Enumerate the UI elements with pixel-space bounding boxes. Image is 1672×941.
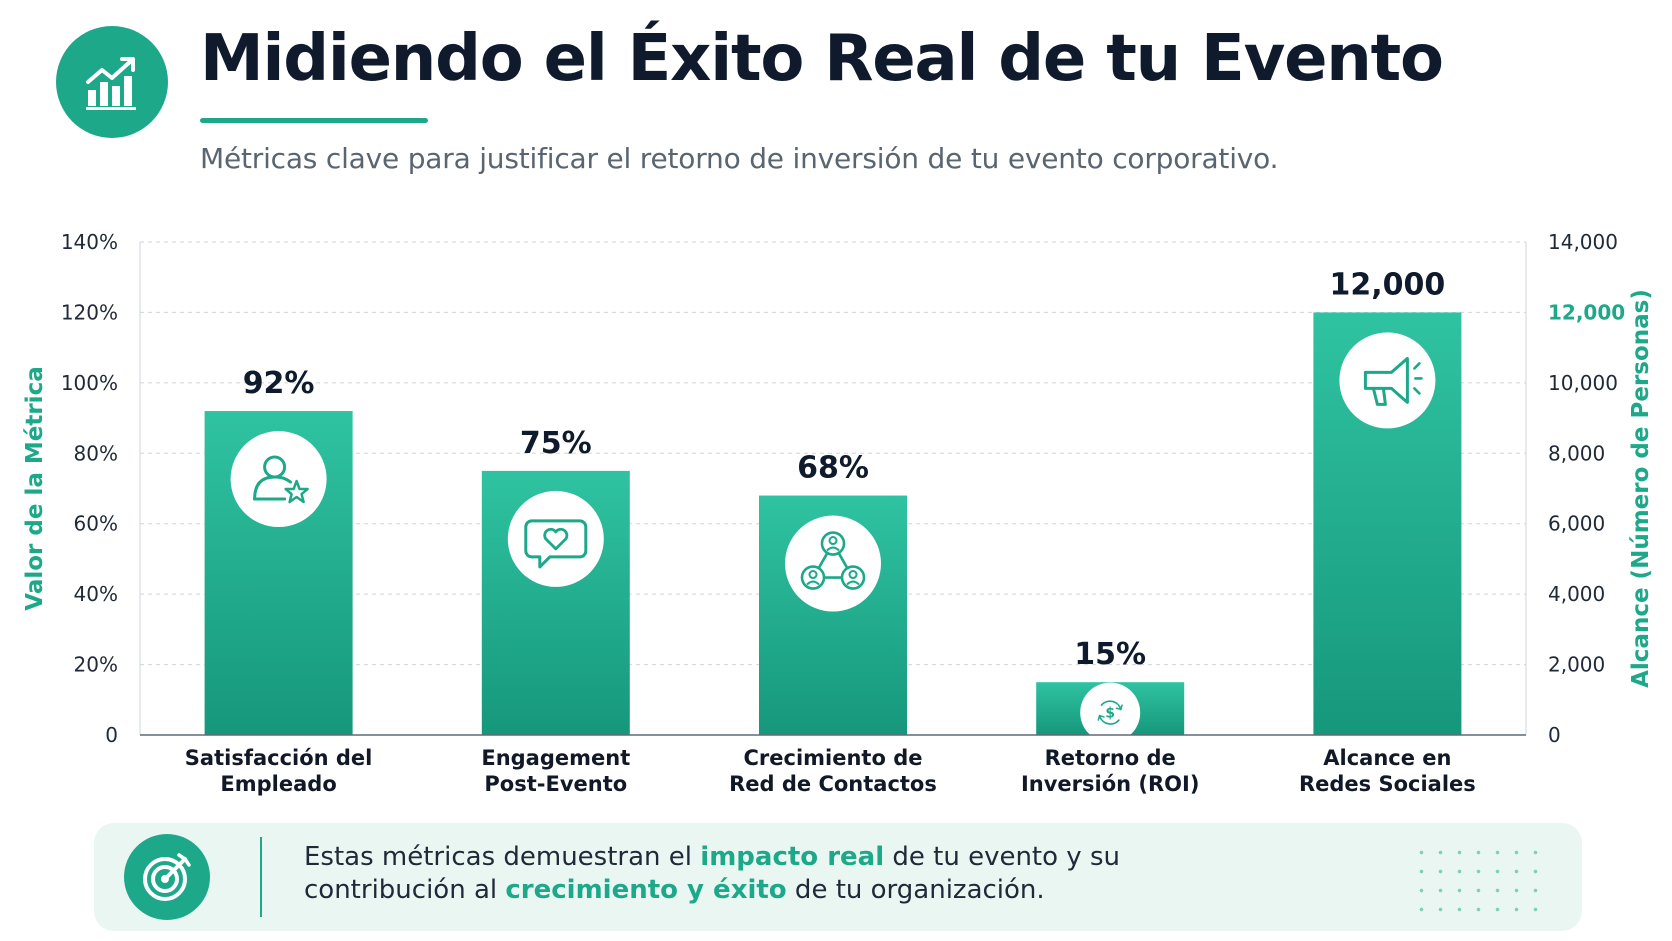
y2-tick-label: 12,000 [1548, 300, 1625, 324]
page-subtitle: Métricas clave para justificar el retorn… [200, 142, 1279, 175]
y-tick-label: 20% [74, 653, 118, 677]
y2-tick-label: 8,000 [1548, 441, 1605, 465]
y-tick-label: 60% [74, 512, 118, 536]
footer-callout: Estas métricas demuestran el impacto rea… [94, 823, 1582, 931]
y2-tick-label: 14,000 [1548, 230, 1618, 254]
footer-divider [260, 837, 262, 917]
svg-text:$: $ [1105, 706, 1115, 722]
heart-chat-icon [507, 490, 604, 587]
footer-text-middle: de tu evento y su contribución al [304, 842, 1120, 905]
footer-text-before: Estas métricas demuestran el [304, 842, 701, 872]
bar-value-label: 75% [520, 426, 592, 461]
category-label: Retorno de Inversión (ROI) [1021, 746, 1199, 796]
y-tick-label: 120% [61, 300, 118, 324]
y-tick-label: 40% [74, 582, 118, 606]
bar-value-label: 12,000 [1330, 267, 1446, 302]
y2-tick-label: 10,000 [1548, 371, 1618, 395]
footer-highlight-impact: impacto real [700, 842, 885, 872]
megaphone-icon [1339, 332, 1436, 429]
user-star-icon [230, 431, 327, 528]
bar-value-label: 68% [797, 451, 869, 486]
category-label: Engagement Post-Evento [481, 746, 630, 796]
network-icon [785, 515, 881, 612]
y-axis-title: Valor de la Métrica [22, 366, 48, 610]
category-label: Satisfacción del Empleado [185, 746, 373, 796]
bar-value-label: 15% [1074, 637, 1146, 672]
y-tick-label: 100% [61, 371, 118, 395]
y2-tick-label: 6,000 [1548, 512, 1605, 536]
y2-tick-label: 4,000 [1548, 582, 1605, 606]
footer-highlight-growth: crecimiento y éxito [505, 875, 787, 905]
y2-tick-label: 2,000 [1548, 653, 1605, 677]
y2-axis-title: Alcance (Número de Personas) [1628, 289, 1654, 688]
metrics-bar-chart: 0 0 20% 2,000 40% 4,000 60% 6,000 80% 8,000 100% 10… [22, 230, 1654, 796]
category-label: Crecimiento de Red de Contactos [729, 746, 937, 796]
y-tick-label: 140% [61, 230, 118, 254]
bar-value-label: 92% [243, 366, 315, 401]
y-tick-label: 80% [74, 441, 118, 465]
footer-text: Estas métricas demuestran el impacto rea… [304, 841, 1284, 907]
page-title: Midiendo el Éxito Real de tu Evento [200, 22, 1444, 96]
decorative-dots [1412, 843, 1552, 917]
dollar-cycle-icon: $ [1080, 682, 1141, 743]
y2-tick-label: 0 [1548, 723, 1561, 747]
title-underline [200, 118, 428, 123]
category-label: Alcance en Redes Sociales [1299, 746, 1476, 796]
footer-text-after: de tu organización. [786, 875, 1045, 905]
target-icon [124, 834, 210, 920]
growth-chart-icon [56, 26, 168, 138]
y-tick-label: 0 [105, 723, 118, 747]
